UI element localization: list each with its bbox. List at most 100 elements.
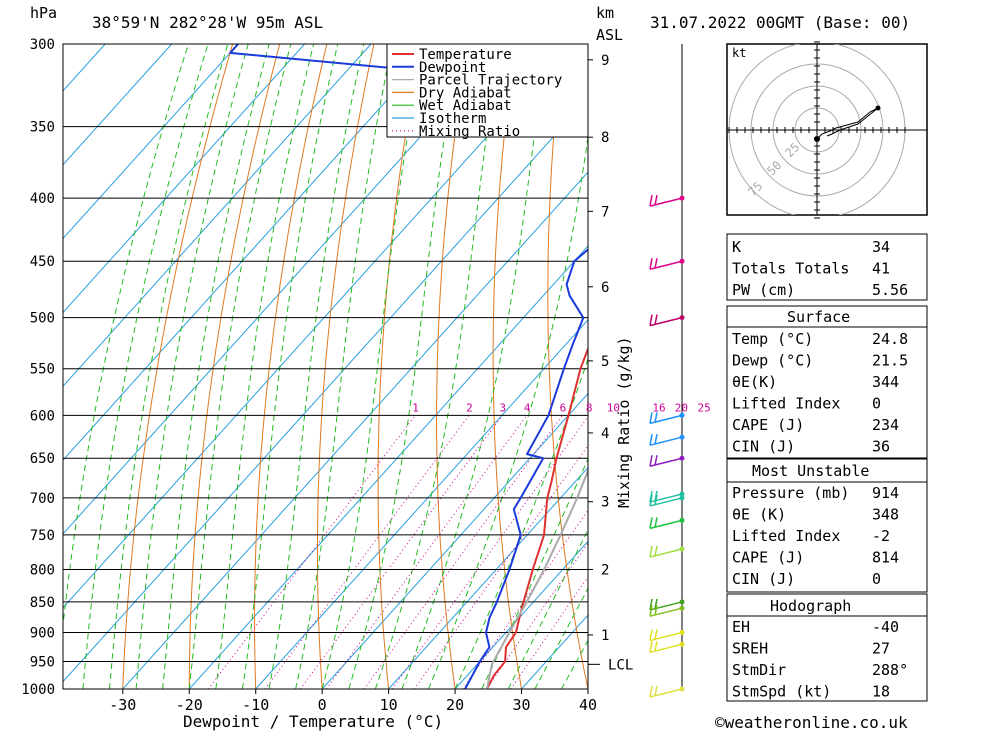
asl-label: ASL [596,26,623,44]
dry-adiabat-line [189,44,279,689]
hodograph-param-value: -40 [872,618,899,636]
pressure-tick-label: 500 [30,311,55,327]
km-tick-label: 9 [601,53,609,69]
wind-barb [650,195,685,206]
mixing-ratio-label: 10 [607,401,620,414]
pressure-tick-label: 550 [30,362,55,378]
pressure-tick-label: 950 [30,655,55,671]
wet-adiabat-line [83,44,208,689]
km-tick-label: 4 [601,426,609,442]
surface-value: 234 [872,416,899,434]
isotherm-line [0,44,172,689]
pressure-tick-label: 600 [30,408,55,424]
surface-label: Lifted Index [732,395,840,413]
wind-barb [650,686,685,697]
mixing-ratio-label: 4 [524,401,531,414]
copyright-link[interactable]: ©weatheronline.co.uk [715,713,908,732]
hodograph-end-marker [876,106,881,111]
mixing-ratio-label: 2 [466,401,473,414]
lcl-label: LCL [608,657,633,673]
pressure-tick-label: 650 [30,451,55,467]
isotherm-line [0,44,570,689]
mixing-ratio-line [392,415,589,689]
mixing-ratio-axis-label: Mixing Ratio (g/kg) [615,336,633,508]
pressure-tick-label: 1000 [21,682,55,698]
mixing-ratio-label: 25 [698,401,711,414]
pressure-tick-label: 750 [30,528,55,544]
station-location: 38°59'N 282°28'W 95m ASL [92,13,323,32]
mixing-ratio-label: 16 [652,401,665,414]
dry-adiabat-line [437,44,469,689]
most-unstable-value: -2 [872,527,890,545]
mixing-ratio-label: 6 [560,401,567,414]
index-value: 5.56 [872,281,908,299]
mixing-ratio-label: 1 [412,401,419,414]
mixing-ratio-line [300,415,502,689]
most-unstable-title: Most Unstable [752,462,869,480]
pressure-tick-label: 450 [30,254,55,270]
wind-barb [650,517,685,528]
hodograph-param-value: 18 [872,683,890,701]
parcel-trajectory-profile [487,44,663,689]
surface-value: 344 [872,373,899,391]
x-axis-label: Dewpoint / Temperature (°C) [183,712,443,731]
km-tick-label: 5 [601,354,609,370]
surface-value: 36 [872,438,890,456]
hodograph: kt 25 50 75 [727,42,927,218]
most-unstable-value: 348 [872,506,899,524]
surface-label: Dewp (°C) [732,352,813,370]
dry-adiabat-line [986,44,1000,689]
pressure-tick-label: 350 [30,120,55,136]
km-tick-label: 1 [601,628,609,644]
mixing-ratio-label: 3 [499,401,506,414]
hodograph-param-value: 27 [872,640,890,658]
mixing-ratio-line [326,415,527,689]
km-tick-label: 8 [601,130,609,146]
temperature-tick-label: 30 [513,696,531,714]
km-label: km [596,4,614,22]
hodograph-param-label: EH [732,618,750,636]
index-label: K [732,238,741,256]
hodograph-unit: kt [732,46,746,60]
pressure-tick-label: 400 [30,191,55,207]
pressure-tick-label: 800 [30,562,55,578]
wind-barb [650,455,685,466]
storm-motion-marker [814,136,820,142]
surface-label: CAPE (J) [732,416,804,434]
dry-adiabat-line [123,44,233,689]
pressure-tick-label: 850 [30,595,55,611]
hodograph-table-title: Hodograph [770,597,851,615]
dry-adiabat-line [318,44,374,689]
dry-adiabat-line [652,44,721,689]
hodograph-param-label: StmDir [732,661,786,679]
most-unstable-label: CIN (J) [732,570,795,588]
most-unstable-label: Pressure (mb) [732,484,849,502]
km-tick-label: 2 [601,562,609,578]
index-value: 41 [872,260,890,278]
mixing-ratio-labels: 1 2 3 4 6 8 10 16 20 25 [412,401,710,414]
wet-adiabat-line [402,44,547,689]
surface-value: 0 [872,395,881,413]
wind-barb [650,641,685,652]
pressure-tick-labels: 3003504004505005506006507007508008509009… [21,37,55,698]
index-label: Totals Totals [732,260,849,278]
wet-adiabat-line [216,44,314,689]
legend-entry: Mixing Ratio [419,124,520,140]
wet-adiabat-line [349,44,460,689]
mixing-ratio-label: 8 [586,401,593,414]
hodograph-param-value: 288° [872,661,908,679]
mixing-ratio-label: 20 [675,401,688,414]
wind-barb [650,630,685,641]
wind-barbs [650,44,685,697]
wet-adiabat-line [163,44,269,689]
surface-title: Surface [787,308,850,326]
most-unstable-label: θE (K) [732,506,786,524]
pressure-tick-label: 700 [30,491,55,507]
surface-label: θE(K) [732,373,777,391]
